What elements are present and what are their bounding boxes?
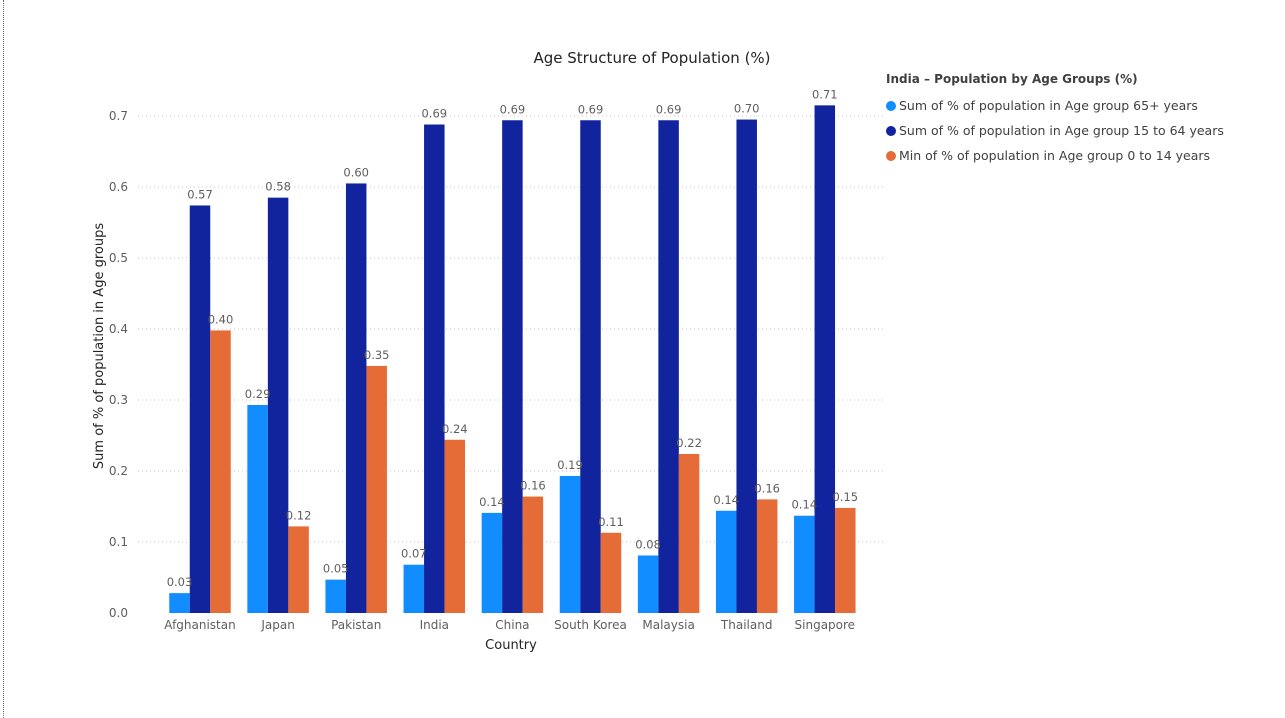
data-label: 0.22 xyxy=(676,436,702,450)
y-tick-label: 0.5 xyxy=(109,251,128,265)
bar xyxy=(444,439,466,613)
data-label: 0.14 xyxy=(479,495,505,509)
data-label: 0.15 xyxy=(832,490,858,504)
data-label: 0.69 xyxy=(421,107,447,121)
data-labels: 0.03 0.57 0.40 0.29 0.58 0.12 0.05 0.60 0.35 0.07… xyxy=(167,87,858,589)
bar xyxy=(756,499,778,613)
data-label: 0.11 xyxy=(598,515,624,529)
bar xyxy=(678,453,700,613)
y-tick-label: 0.0 xyxy=(109,606,128,620)
bar xyxy=(715,510,737,613)
x-tick-label: South Korea xyxy=(554,618,627,632)
x-tick-label: Thailand xyxy=(720,618,773,632)
bar xyxy=(658,120,679,613)
bar xyxy=(210,330,231,613)
legend-marker-15-to-64 xyxy=(886,125,896,136)
y-tick-label: 0.3 xyxy=(109,393,128,407)
bar xyxy=(169,593,190,613)
data-label: 0.69 xyxy=(500,102,526,116)
legend: India – Population by Age Groups (%) Sum… xyxy=(886,72,1224,168)
bar xyxy=(288,526,309,613)
x-tick-label: Malaysia xyxy=(642,618,694,632)
legend-label-15-to-64: Sum of % of population in Age group 15 t… xyxy=(899,123,1224,138)
y-tick-label: 0.4 xyxy=(109,322,128,336)
data-label: 0.29 xyxy=(245,387,271,401)
data-label: 0.16 xyxy=(520,479,546,493)
data-label: 0.57 xyxy=(187,187,213,201)
bar xyxy=(403,564,425,613)
bar xyxy=(637,555,659,613)
y-axis-ticks: 0.0 0.1 0.2 0.3 0.4 0.5 0.6 0.7 xyxy=(109,109,128,620)
data-label: 0.19 xyxy=(557,458,583,472)
legend-title: India – Population by Age Groups (%) xyxy=(886,72,1138,86)
visual-border xyxy=(3,0,4,718)
bars xyxy=(169,105,856,614)
data-label: 0.05 xyxy=(323,562,349,576)
data-label: 0.60 xyxy=(343,165,369,179)
bar xyxy=(736,119,757,614)
x-tick-label: China xyxy=(495,618,529,632)
data-label: 0.08 xyxy=(635,537,661,551)
y-tick-label: 0.2 xyxy=(109,464,128,478)
x-tick-label: Pakistan xyxy=(331,618,381,632)
data-label: 0.58 xyxy=(265,180,291,194)
bar xyxy=(189,205,211,613)
bar xyxy=(325,579,346,613)
data-label: 0.69 xyxy=(578,102,604,116)
chart-title: Age Structure of Population (%) xyxy=(533,49,770,67)
legend-marker-65-plus xyxy=(886,100,896,111)
x-axis-title: Country xyxy=(485,638,537,653)
x-tick-label: India xyxy=(420,618,449,632)
y-tick-label: 0.1 xyxy=(109,535,128,549)
data-label: 0.14 xyxy=(791,498,817,512)
y-axis-title: Sum of % of population in Age groups xyxy=(92,223,107,469)
x-tick-label: Japan xyxy=(260,618,294,632)
x-axis-ticks: Afghanistan Japan Pakistan India China South … xyxy=(164,618,855,632)
bar xyxy=(502,120,523,613)
data-label: 0.07 xyxy=(401,547,427,561)
data-label: 0.12 xyxy=(286,508,312,522)
data-label: 0.35 xyxy=(364,348,390,362)
bar xyxy=(366,365,387,613)
bar xyxy=(522,496,544,613)
data-label: 0.71 xyxy=(812,87,838,101)
data-label: 0.03 xyxy=(167,575,193,589)
bar xyxy=(559,475,581,613)
y-tick-label: 0.6 xyxy=(109,180,128,194)
data-label: 0.40 xyxy=(208,312,234,326)
legend-label-65-plus: Sum of % of population in Age group 65+ … xyxy=(899,98,1198,113)
x-tick-label: Afghanistan xyxy=(164,618,235,632)
y-tick-label: 0.7 xyxy=(109,109,128,123)
bar xyxy=(835,507,856,613)
legend-item-0-to-14[interactable]: Min of % of population in Age group 0 to… xyxy=(886,143,1224,168)
bar xyxy=(481,512,503,613)
bar xyxy=(814,105,836,613)
legend-label-0-to-14: Min of % of population in Age group 0 to… xyxy=(899,148,1211,163)
data-label: 0.24 xyxy=(442,422,468,436)
bar xyxy=(580,120,601,613)
data-label: 0.70 xyxy=(734,102,760,116)
data-label: 0.16 xyxy=(754,481,780,495)
x-tick-label: Singapore xyxy=(795,618,856,632)
bar xyxy=(424,124,445,614)
legend-marker-0-to-14 xyxy=(886,150,896,161)
data-label: 0.14 xyxy=(713,493,739,507)
bar xyxy=(267,197,289,613)
legend-item-15-to-64[interactable]: Sum of % of population in Age group 15 t… xyxy=(886,118,1224,143)
bar xyxy=(247,404,268,613)
data-label: 0.69 xyxy=(656,102,682,116)
legend-item-65-plus[interactable]: Sum of % of population in Age group 65+ … xyxy=(886,93,1224,118)
bar xyxy=(600,532,622,613)
bar xyxy=(794,515,815,613)
bar xyxy=(345,183,367,613)
